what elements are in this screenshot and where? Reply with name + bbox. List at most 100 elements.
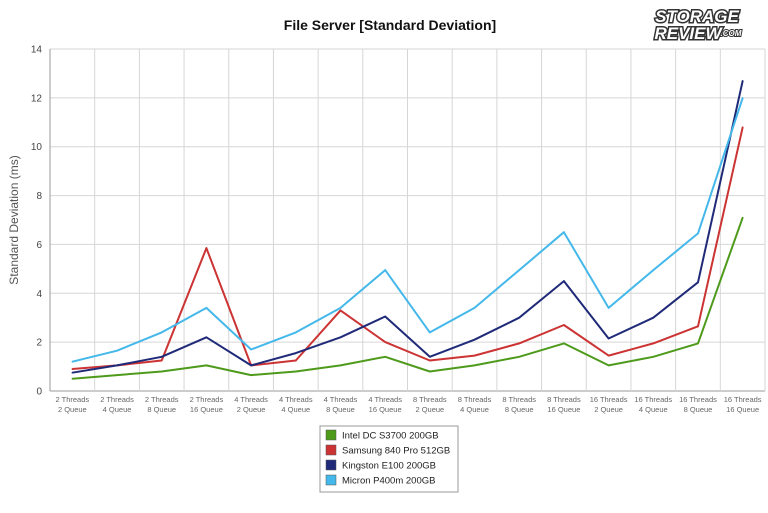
data-point bbox=[518, 269, 521, 271]
y-tick-label: 8 bbox=[36, 191, 42, 202]
data-point bbox=[160, 331, 163, 334]
chart-title: File Server [Standard Deviation] bbox=[284, 17, 496, 33]
series-line-2 bbox=[72, 126, 744, 370]
data-point bbox=[563, 342, 565, 345]
data-point bbox=[160, 370, 163, 373]
data-point bbox=[71, 377, 74, 380]
data-point bbox=[294, 331, 297, 334]
data-point bbox=[205, 247, 208, 249]
y-axis-ticks: 0 2 4 6 8 10 12 14 bbox=[31, 45, 43, 398]
logo-line1: STORAGE bbox=[655, 7, 739, 26]
logo-line2: REVIEW bbox=[654, 24, 723, 43]
y-tick-label: 0 bbox=[36, 387, 42, 398]
legend: Intel DC S3700 200GB Samsung 840 Pro 512G… bbox=[319, 425, 459, 493]
y-tick-label: 10 bbox=[31, 142, 43, 153]
x-tick-label: 16 Threads 2 Queue bbox=[590, 395, 628, 414]
y-tick-label: 2 bbox=[36, 338, 42, 349]
x-tick-label: 2 Threads 4 Queue bbox=[100, 395, 134, 414]
data-point bbox=[473, 307, 476, 309]
x-axis-ticks: 2 Threads 2 Queue 2 Threads 4 Queue 2 Thread… bbox=[56, 395, 762, 414]
y-tick-label: 6 bbox=[36, 240, 42, 251]
legend-swatch bbox=[325, 429, 337, 441]
data-point bbox=[205, 336, 208, 339]
data-point bbox=[429, 356, 431, 358]
data-point bbox=[607, 364, 610, 367]
data-point bbox=[518, 356, 521, 358]
data-point bbox=[652, 356, 655, 358]
data-point bbox=[71, 360, 74, 363]
data-point bbox=[429, 370, 431, 373]
data-point bbox=[250, 374, 252, 376]
x-tick-label: 4 Threads 16 Queue bbox=[368, 395, 402, 414]
data-point bbox=[607, 354, 610, 357]
x-tick-label: 8 Threads 16 Queue bbox=[547, 395, 581, 414]
x-tick-label: 8 Threads 2 Queue bbox=[413, 395, 447, 414]
data-point bbox=[652, 316, 655, 319]
data-point bbox=[294, 352, 297, 354]
data-point bbox=[71, 368, 74, 370]
data-point bbox=[741, 126, 744, 128]
legend-label: Kingston E100 200GB bbox=[342, 461, 436, 472]
data-point bbox=[563, 231, 565, 234]
data-point bbox=[116, 374, 118, 376]
data-point bbox=[339, 309, 342, 312]
logo-suffix: .COM bbox=[721, 29, 742, 38]
data-point bbox=[741, 79, 744, 82]
data-point bbox=[741, 97, 744, 99]
grid bbox=[49, 48, 766, 392]
x-tick-label: 4 Threads 8 Queue bbox=[324, 395, 358, 414]
x-tick-label: 8 Threads 8 Queue bbox=[502, 395, 536, 414]
storagereview-logo: STORAGE REVIEW .COM bbox=[653, 6, 743, 45]
data-point bbox=[250, 348, 252, 351]
legend-swatch bbox=[325, 444, 337, 456]
data-point bbox=[563, 324, 565, 326]
data-point bbox=[429, 331, 431, 334]
data-point bbox=[384, 356, 386, 358]
series-lines bbox=[71, 79, 744, 380]
data-point bbox=[652, 342, 655, 345]
y-axis-label: Standard Deviation (ms) bbox=[7, 155, 21, 284]
data-point bbox=[384, 341, 386, 343]
series-line-1 bbox=[72, 217, 744, 380]
data-point bbox=[473, 354, 476, 357]
data-point bbox=[205, 364, 208, 367]
data-point bbox=[384, 269, 386, 271]
x-tick-label: 4 Threads 4 Queue bbox=[279, 395, 313, 414]
series-line-3 bbox=[72, 80, 744, 374]
data-point bbox=[697, 281, 699, 284]
x-tick-label: 2 Threads 8 Queue bbox=[145, 395, 179, 414]
data-point bbox=[518, 316, 521, 319]
data-point bbox=[607, 307, 610, 309]
x-tick-label: 8 Threads 4 Queue bbox=[458, 395, 492, 414]
x-tick-label: 4 Threads 2 Queue bbox=[234, 395, 268, 414]
data-point bbox=[473, 338, 476, 341]
data-point bbox=[116, 349, 118, 352]
data-point bbox=[160, 359, 163, 362]
legend-swatch bbox=[325, 459, 337, 471]
data-point bbox=[116, 364, 118, 367]
legend-box bbox=[319, 425, 459, 493]
x-tick-label: 16 Threads 8 Queue bbox=[679, 395, 717, 414]
data-point bbox=[339, 336, 342, 339]
y-tick-label: 12 bbox=[31, 93, 43, 104]
data-point bbox=[697, 342, 699, 345]
x-tick-label: 2 Threads 16 Queue bbox=[190, 395, 224, 414]
data-point bbox=[294, 359, 297, 362]
y-tick-label: 14 bbox=[31, 45, 43, 56]
data-point bbox=[160, 356, 163, 358]
data-point bbox=[607, 337, 610, 340]
data-point bbox=[294, 370, 297, 373]
data-point bbox=[563, 280, 565, 282]
legend-label: Micron P400m 200GB bbox=[342, 476, 435, 487]
data-point bbox=[429, 359, 431, 362]
x-tick-label: 2 Threads 2 Queue bbox=[56, 395, 90, 414]
series-line-4 bbox=[72, 97, 744, 363]
legend-swatch bbox=[325, 474, 337, 486]
data-point bbox=[652, 269, 655, 271]
data-point bbox=[339, 307, 342, 309]
data-point bbox=[339, 364, 342, 367]
data-point bbox=[71, 371, 74, 374]
data-point bbox=[697, 325, 699, 328]
legend-label: Intel DC S3700 200GB bbox=[342, 431, 439, 442]
